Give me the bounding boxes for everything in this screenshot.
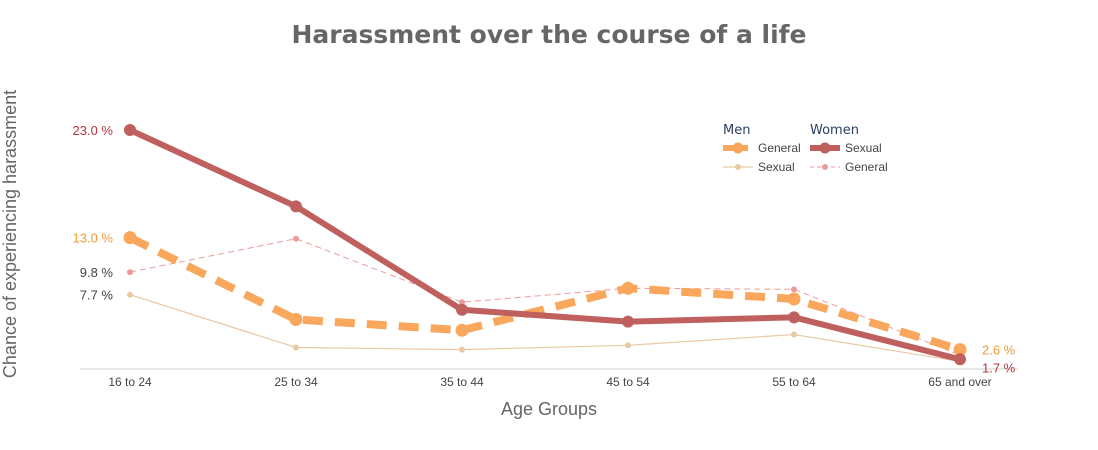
series-line bbox=[128, 127, 961, 363]
data-point[interactable] bbox=[127, 291, 133, 298]
data-point[interactable] bbox=[791, 286, 797, 293]
legend-item-women-general[interactable]: General bbox=[810, 160, 888, 174]
data-point[interactable] bbox=[621, 281, 635, 295]
data-point[interactable] bbox=[954, 353, 966, 366]
legend-item-women-sexual[interactable]: Sexual bbox=[810, 141, 882, 155]
data-point[interactable] bbox=[625, 342, 631, 349]
legend-label: Sexual bbox=[845, 141, 882, 155]
data-point[interactable] bbox=[459, 299, 465, 306]
value-annotation: 7.7 % bbox=[80, 288, 114, 303]
data-point[interactable] bbox=[127, 269, 133, 276]
data-point[interactable] bbox=[124, 124, 136, 136]
series-layer bbox=[123, 124, 967, 366]
data-point[interactable] bbox=[456, 303, 468, 316]
legend-item-men-sexual[interactable]: Sexual bbox=[723, 160, 795, 174]
data-point[interactable] bbox=[293, 344, 299, 351]
y-axis-title: Chance of experiencing harassment bbox=[0, 90, 20, 378]
series-line bbox=[128, 234, 962, 354]
x-tick-label: 45 to 54 bbox=[606, 375, 650, 389]
series-line bbox=[129, 238, 961, 356]
x-tick-label: 16 to 24 bbox=[108, 375, 152, 389]
data-point[interactable] bbox=[123, 231, 137, 245]
series-men-general bbox=[123, 231, 967, 357]
data-point[interactable] bbox=[290, 200, 302, 213]
legend-swatch-marker bbox=[735, 164, 741, 170]
x-tick-label: 35 to 44 bbox=[440, 375, 484, 389]
legend-group-title: Men bbox=[723, 123, 750, 138]
data-point[interactable] bbox=[289, 312, 303, 326]
legend-label: General bbox=[845, 160, 888, 174]
legend-label: Sexual bbox=[758, 160, 795, 174]
value-annotation: 23.0 % bbox=[73, 123, 114, 138]
series-women-sexual bbox=[124, 124, 966, 366]
legend-group-title: Women bbox=[810, 123, 859, 138]
legend-item-men-general[interactable]: General bbox=[723, 141, 801, 155]
data-point[interactable] bbox=[293, 235, 299, 242]
data-point[interactable] bbox=[455, 323, 469, 337]
legend-swatch-marker bbox=[732, 142, 744, 154]
data-point[interactable] bbox=[791, 331, 797, 338]
x-tick-label: 65 and over bbox=[928, 375, 991, 389]
x-axis-title: Age Groups bbox=[501, 399, 597, 419]
value-annotation: 2.6 % bbox=[982, 343, 1016, 358]
data-point[interactable] bbox=[788, 311, 800, 324]
x-tick-label: 55 to 64 bbox=[772, 375, 816, 389]
x-tick-labels: 16 to 24 25 to 34 35 to 44 45 to 54 55 to 64… bbox=[108, 375, 991, 389]
x-tick-label: 25 to 34 bbox=[274, 375, 318, 389]
chart-title: Harassment over the course of a life bbox=[291, 20, 806, 49]
legend-swatch-marker bbox=[819, 142, 831, 154]
data-point[interactable] bbox=[787, 292, 801, 306]
series-line bbox=[129, 294, 961, 363]
value-annotation: 1.7 % bbox=[982, 360, 1016, 375]
data-point[interactable] bbox=[622, 315, 634, 328]
value-annotation: 9.8 % bbox=[80, 265, 114, 280]
legend-swatch-marker bbox=[822, 164, 828, 170]
value-annotation: 13.0 % bbox=[73, 231, 114, 246]
data-point[interactable] bbox=[459, 346, 465, 353]
data-point[interactable] bbox=[953, 343, 967, 357]
legend-label: General bbox=[758, 141, 801, 155]
value-annotations: 23.0 % 13.0 % 9.8 % 7.7 % 2.6 % 1.7 % bbox=[73, 123, 1016, 375]
legend[interactable]: Men Women General Sexual Sexual General bbox=[723, 123, 888, 174]
